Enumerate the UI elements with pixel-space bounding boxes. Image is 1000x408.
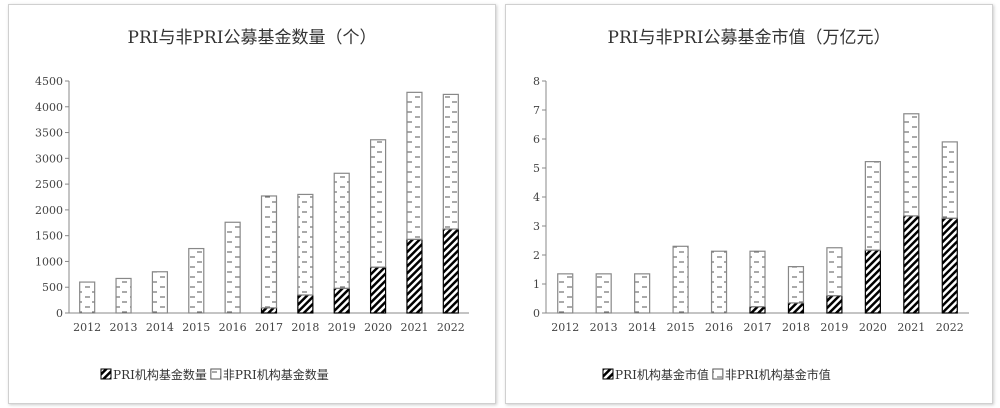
- bar-non-pri-2019: [826, 247, 843, 297]
- chart-panel-fund-value: PRI与非PRI公募基金市值（万亿元） 0 1 2 3 4 5 6 7 8 2012 2013 2014…: [505, 4, 993, 404]
- bar-non-pri-2021: [903, 113, 920, 217]
- x-tick-label: 2019: [328, 321, 356, 334]
- bar-non-pri-2013: [115, 277, 132, 314]
- x-tick-label: 2021: [400, 321, 428, 334]
- x-tick-label: 2013: [590, 321, 618, 334]
- chart-panel-fund-count: PRI与非PRI公募基金数量（个） 0 500 1000 1500 2000 2500 300…: [8, 4, 496, 404]
- y-tick-label: 1500: [35, 230, 63, 243]
- bar-non-pri-2014: [151, 271, 169, 314]
- x-tick-label: 2022: [437, 321, 465, 334]
- bar-non-pri-2015: [188, 247, 205, 314]
- x-tick-label: 2017: [255, 321, 283, 334]
- x-tick-label: 2016: [705, 321, 733, 334]
- y-tick-label: 2: [533, 249, 540, 262]
- x-tick-label: 2014: [146, 321, 174, 334]
- y-tick-label: 3500: [35, 127, 63, 140]
- y-tick-label: 1000: [35, 255, 63, 268]
- x-tick-label: 2018: [291, 321, 319, 334]
- bar-non-pri-2018: [297, 193, 314, 296]
- bar-pri-2022: [941, 217, 958, 314]
- legend-label: PRI机构基金数量: [113, 367, 207, 382]
- bar-pri-2022: [442, 228, 459, 314]
- x-tick-label: 2020: [859, 321, 887, 334]
- chart-title: PRI与非PRI公募基金市值（万亿元）: [608, 28, 891, 48]
- bar-pri-2020: [369, 266, 387, 314]
- y-tick-label: 6: [533, 133, 540, 146]
- legend: PRI机构基金市值 非PRI机构基金市值: [602, 367, 831, 382]
- y-tick-label: 0: [56, 307, 63, 320]
- chart-fund-value: PRI与非PRI公募基金市值（万亿元） 0 1 2 3 4 5 6 7 8 2012 2013 2014…: [533, 28, 969, 382]
- bar-pri-2021: [903, 215, 920, 314]
- y-tick-label: 8: [533, 75, 540, 88]
- x-tick-label: 2022: [936, 321, 964, 334]
- chart-fund-count: PRI与非PRI公募基金数量（个） 0 500 1000 1500 2000 2500 300…: [35, 28, 469, 382]
- y-tick-label: 1: [533, 278, 540, 291]
- legend-label: PRI机构基金市值: [615, 367, 709, 382]
- bar-non-pri-2017: [260, 195, 278, 309]
- bar-pri-2021: [406, 238, 423, 314]
- legend-swatch: [100, 368, 112, 380]
- bar-non-pri-2012: [79, 281, 96, 314]
- bar-non-pri-2022: [941, 141, 958, 219]
- y-tick-label: 0: [533, 307, 540, 320]
- y-tick-label: 7: [533, 104, 540, 117]
- y-tick-label: 4000: [35, 101, 63, 114]
- bar-non-pri-2016: [710, 250, 728, 314]
- chart-title: PRI与非PRI公募基金数量（个）: [128, 28, 377, 48]
- legend-swatch: [210, 368, 222, 380]
- bar-pri-2019: [333, 287, 350, 314]
- x-tick-label: 2013: [110, 321, 138, 334]
- y-tick-label: 3000: [35, 152, 63, 165]
- x-tick-label: 2012: [551, 321, 579, 334]
- x-tick-label: 2020: [364, 321, 392, 334]
- bar-non-pri-2012: [557, 273, 574, 314]
- bar-non-pri-2013: [595, 273, 612, 314]
- x-tick-label: 2019: [820, 321, 848, 334]
- legend-swatch: [712, 368, 724, 380]
- bar-pri-2018: [787, 302, 805, 314]
- bar-non-pri-2021: [406, 91, 423, 240]
- y-tick-label: 3: [533, 220, 540, 233]
- bar-pri-2017: [749, 306, 766, 314]
- bar-pri-2017: [260, 307, 278, 314]
- y-tick-label: 2000: [35, 204, 63, 217]
- y-tick-label: 2500: [35, 178, 63, 191]
- x-tick-label: 2012: [73, 321, 101, 334]
- x-tick-label: 2021: [897, 321, 925, 334]
- bar-non-pri-2022: [442, 93, 459, 230]
- bar-non-pri-2016: [224, 221, 241, 314]
- x-tick-label: 2017: [744, 321, 772, 334]
- y-tick-label: 4500: [35, 75, 63, 88]
- x-tick-label: 2018: [782, 321, 810, 334]
- x-tick-label: 2015: [182, 321, 210, 334]
- bar-non-pri-2015: [672, 245, 689, 314]
- bar-non-pri-2020: [369, 139, 387, 268]
- y-tick-label: 4: [533, 191, 540, 204]
- bar-non-pri-2014: [634, 273, 651, 314]
- bar-non-pri-2020: [864, 161, 881, 251]
- legend-swatch: [602, 368, 614, 380]
- x-tick-label: 2015: [667, 321, 695, 334]
- legend: PRI机构基金数量 非PRI机构基金数量: [100, 367, 329, 382]
- x-tick-label: 2014: [628, 321, 656, 334]
- bar-non-pri-2019: [333, 172, 350, 289]
- y-tick-label: 500: [42, 281, 63, 294]
- y-tick-label: 5: [533, 162, 540, 175]
- bar-pri-2018: [297, 294, 314, 314]
- x-tick-label: 2016: [219, 321, 247, 334]
- bar-non-pri-2017: [749, 250, 766, 308]
- legend-label: 非PRI机构基金市值: [725, 367, 831, 382]
- bar-pri-2020: [864, 249, 881, 314]
- bar-pri-2019: [826, 295, 843, 314]
- legend-label: 非PRI机构基金数量: [223, 367, 329, 382]
- bar-non-pri-2018: [787, 266, 805, 304]
